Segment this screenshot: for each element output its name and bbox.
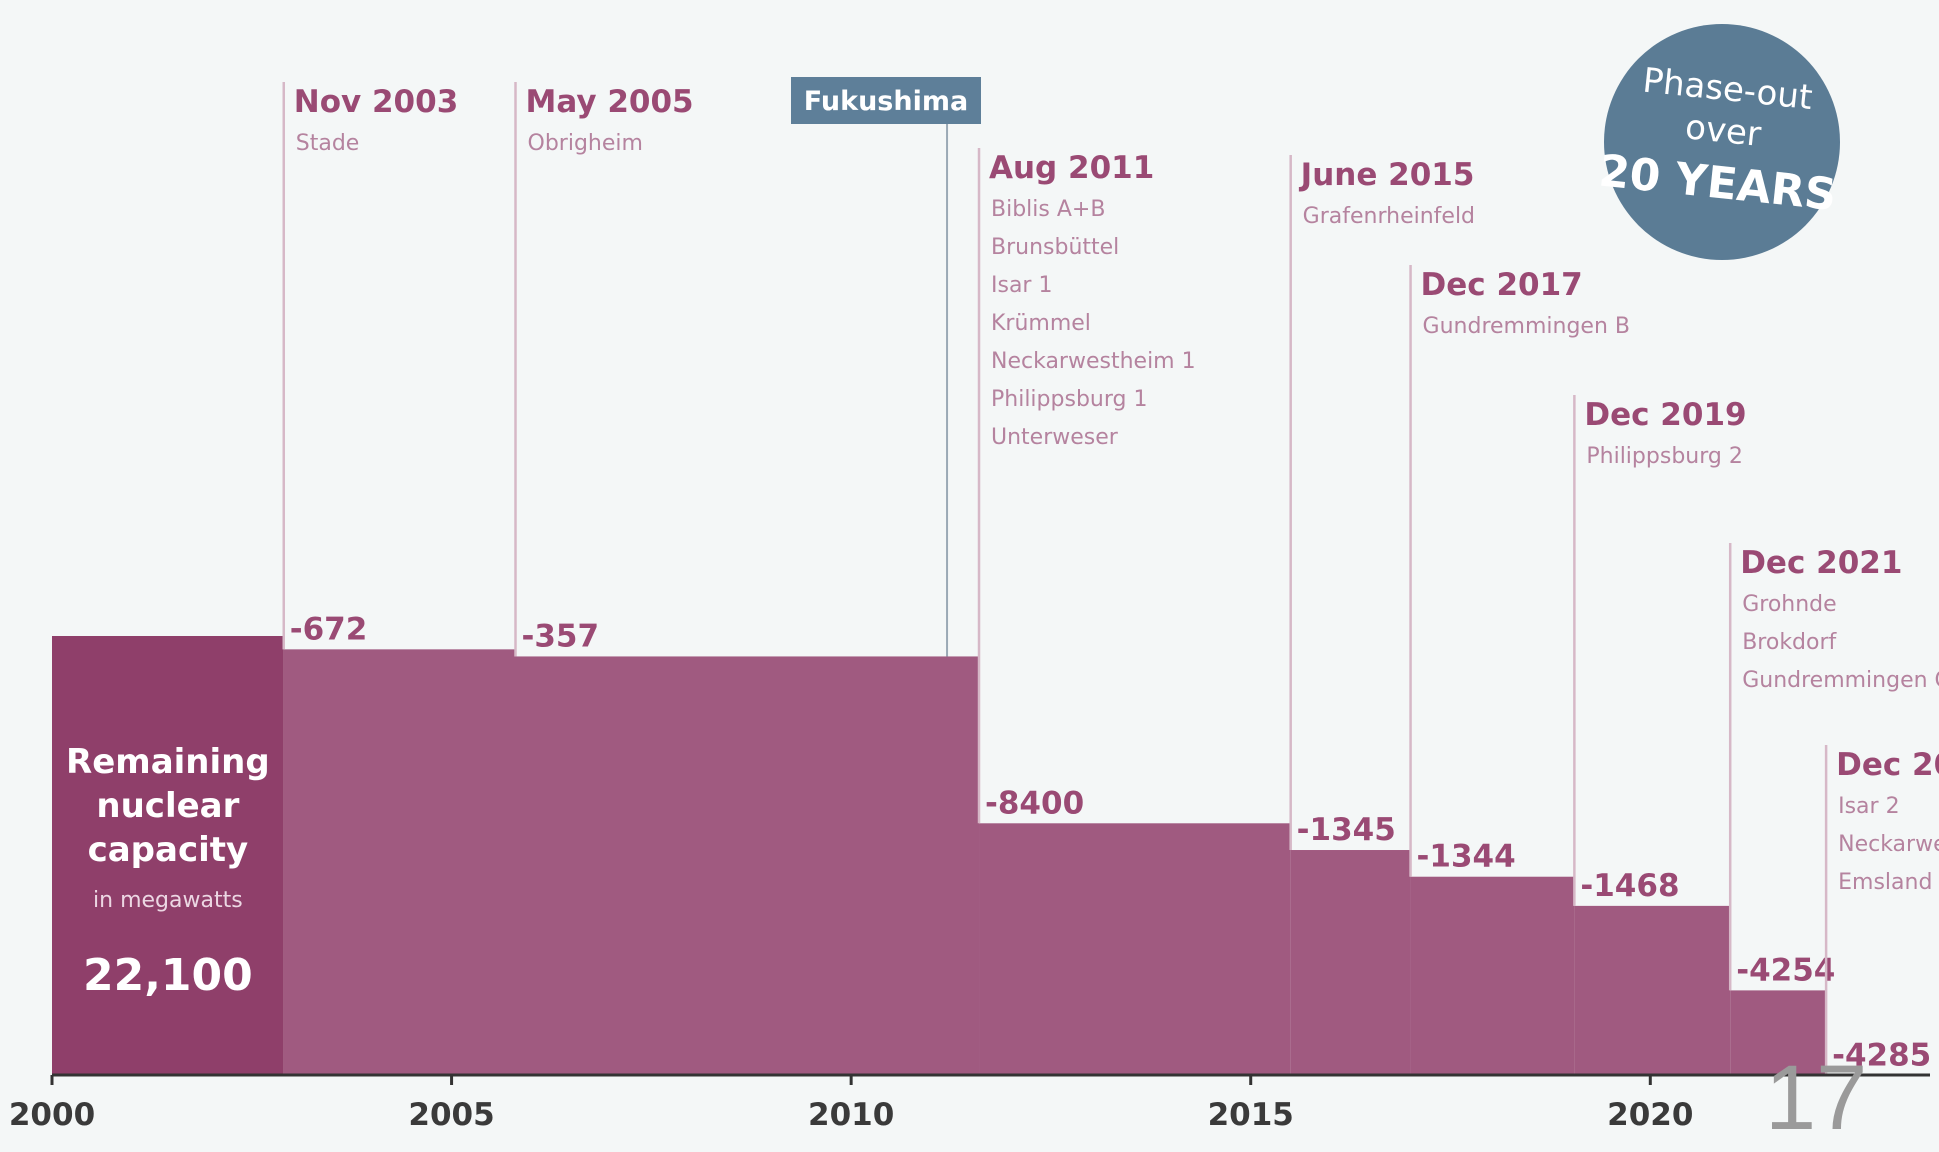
- plant-name: Neckarwestheim 2: [1838, 832, 1939, 857]
- capacity-step-segment: [979, 823, 1291, 1075]
- plant-name: Unterweser: [991, 425, 1119, 450]
- plant-name: Isar 2: [1838, 794, 1899, 819]
- capacity-change-label: -357: [522, 618, 600, 654]
- change-label-bg: [1577, 863, 1678, 904]
- plant-name: Obrigheim: [528, 131, 643, 156]
- capacity-step-segment: [1290, 850, 1411, 1075]
- event-date: Aug 2011: [989, 150, 1154, 186]
- plant-name: Philippsburg 2: [1586, 444, 1742, 469]
- fukushima-label-box: [791, 77, 981, 124]
- change-label-bg: [518, 614, 619, 655]
- capacity-change-label: -4254: [1736, 952, 1835, 988]
- fukushima-label: Fukushima: [804, 86, 968, 117]
- plant-name: Biblis A+B: [991, 197, 1105, 222]
- phase-out-badge: [1604, 24, 1840, 260]
- plant-name: Emsland: [1838, 870, 1932, 895]
- capacity-step-segment: [1730, 990, 1827, 1075]
- remaining-capacity-label: capacity: [88, 830, 249, 870]
- capacity-change-label: -1345: [1297, 812, 1396, 848]
- x-tick-label: 2015: [1208, 1097, 1294, 1133]
- plant-name: Isar 1: [991, 273, 1052, 298]
- plant-name: Gundremmingen B: [1423, 314, 1630, 339]
- change-label-bg: [1413, 834, 1514, 875]
- initial-capacity-value: 22,100: [83, 950, 253, 1001]
- capacity-change-label: -8400: [985, 785, 1084, 821]
- capacity-step-segment: [1410, 876, 1575, 1075]
- x-tick-label: 2010: [808, 1097, 894, 1133]
- plant-name: Gundremmingen C: [1742, 668, 1939, 693]
- change-label-bg: [286, 607, 387, 648]
- event-date: Nov 2003: [294, 84, 459, 120]
- change-label-bg: [1293, 808, 1394, 849]
- capacity-change-label: -1468: [1580, 868, 1679, 904]
- plant-name: Neckarwestheim 1: [991, 349, 1196, 374]
- capacity-step-segment: [515, 656, 980, 1075]
- remaining-capacity-label: nuclear: [96, 786, 239, 826]
- badge-text: over: [1683, 107, 1763, 155]
- remaining-capacity-label: Remaining: [66, 742, 270, 782]
- event-date: Dec 2022: [1836, 747, 1939, 783]
- event-date: June 2015: [1299, 157, 1475, 193]
- capacity-change-label: -4285: [1832, 1037, 1931, 1073]
- capacity-change-label: -1344: [1417, 839, 1516, 875]
- change-label-bg: [982, 781, 1083, 822]
- slide-number: 17: [1765, 1047, 1868, 1149]
- event-date: Dec 2017: [1421, 267, 1583, 303]
- plant-name: Krümmel: [991, 311, 1091, 336]
- unit-label: in megawatts: [93, 888, 243, 913]
- change-label-bg: [1829, 1033, 1930, 1074]
- plant-name: Philippsburg 1: [991, 387, 1147, 412]
- capacity-change-label: -672: [290, 611, 368, 647]
- event-date: Dec 2019: [1584, 397, 1746, 433]
- change-label-bg: [1733, 948, 1834, 989]
- plant-name: Brokdorf: [1742, 630, 1837, 655]
- plant-name: Brunsbüttel: [991, 235, 1119, 260]
- plant-name: Stade: [296, 131, 360, 156]
- x-tick-label: 2005: [408, 1097, 494, 1133]
- event-date: May 2005: [526, 84, 694, 120]
- x-tick-label: 2020: [1607, 1097, 1693, 1133]
- event-date: Dec 2021: [1740, 545, 1902, 581]
- plant-name: Grafenrheinfeld: [1303, 204, 1475, 229]
- capacity-step-segment: [283, 649, 516, 1075]
- plant-name: Grohnde: [1742, 592, 1836, 617]
- x-tick-label: 2000: [9, 1097, 95, 1133]
- initial-capacity-block: [52, 636, 284, 1075]
- capacity-step-segment: [1574, 905, 1731, 1075]
